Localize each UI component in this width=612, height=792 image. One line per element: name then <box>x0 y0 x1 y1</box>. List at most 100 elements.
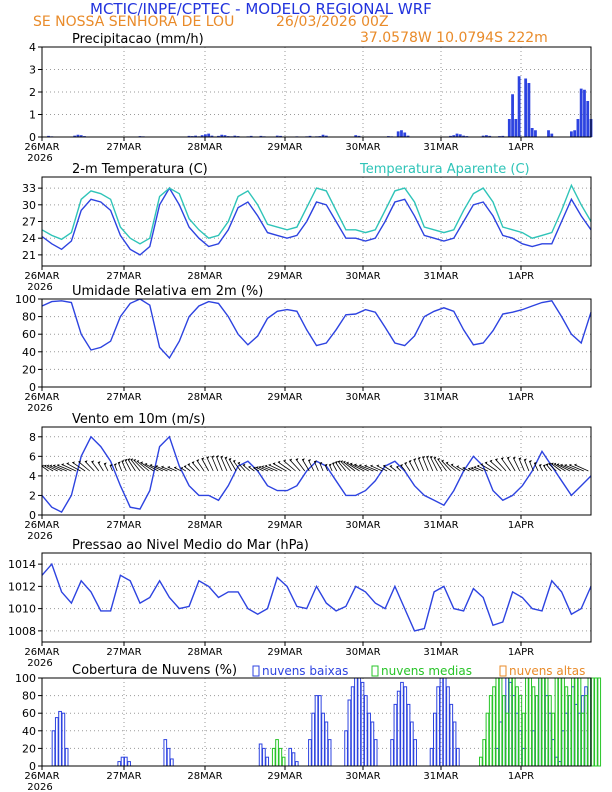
x-tick-label: 28MAR <box>187 771 222 782</box>
cloud-bar <box>409 721 414 767</box>
x-tick-label: 30MAR <box>345 771 380 782</box>
wind-arrow <box>109 464 113 472</box>
wind-arrow <box>408 460 415 472</box>
precip-bar <box>449 135 452 137</box>
cloud-bar <box>544 677 549 767</box>
precip-bar <box>455 133 459 137</box>
wind-arrow <box>84 460 95 472</box>
wind-arrow-head <box>422 455 426 459</box>
y-tick-label: 1012 <box>8 580 36 593</box>
wind-arrow-head <box>228 457 232 461</box>
wind-arrow <box>220 456 228 472</box>
x-tick-label: 31MAR <box>423 392 458 403</box>
wind-arrow <box>289 459 301 472</box>
wind-arrow-head <box>114 463 117 466</box>
wind-arrow <box>61 463 77 472</box>
cloud-legend-swatch <box>371 665 379 677</box>
precip-bar <box>530 128 534 137</box>
cloud-bar <box>314 695 319 767</box>
wind-arrow-head <box>248 465 251 469</box>
panel-frame <box>41 552 592 643</box>
wind-arrow-head <box>149 464 153 467</box>
cloud-bar <box>531 686 536 767</box>
panel-title: Cobertura de Nuvens (%) <box>72 663 237 678</box>
cloud-bar <box>163 739 168 767</box>
x-tick-label: 28MAR <box>187 392 222 403</box>
precip-bar <box>573 130 577 137</box>
cloud-bar <box>258 743 263 767</box>
wind-arrow-head <box>396 465 399 469</box>
wind-arrow-head <box>277 460 281 464</box>
precip-bar <box>550 133 554 137</box>
cloud-bar <box>170 758 174 767</box>
precip-bar <box>321 134 325 137</box>
wind-arrow-head <box>433 456 437 459</box>
cloud-bar <box>373 739 378 767</box>
precip-bar <box>485 135 488 137</box>
wind-arrow <box>136 460 150 472</box>
wind-arrow <box>500 457 511 472</box>
wind-arrow-head <box>441 459 444 463</box>
wind-arrow <box>272 463 287 472</box>
wind-arrow-head <box>140 461 143 464</box>
wind-arrow-head <box>109 464 113 467</box>
wind-arrow <box>429 456 438 472</box>
y-tick-label: 100 <box>15 293 36 306</box>
wind-arrow-head <box>46 464 50 468</box>
wind-arrow-head <box>335 460 338 464</box>
precip-bar <box>569 131 573 137</box>
cloud-bar <box>557 677 562 767</box>
x-tick-label: 31MAR <box>423 142 458 153</box>
cloud-bar <box>327 739 332 767</box>
wind-arrow <box>149 464 164 472</box>
wind-arrow-head <box>253 466 256 470</box>
precip-bar <box>458 134 462 137</box>
precip-bar <box>249 135 253 137</box>
cloud-legend-label: nuvens baixas <box>262 664 348 678</box>
wind-arrow <box>124 459 132 472</box>
wind-arrow-head <box>480 463 484 466</box>
wind-arrow-head <box>574 463 577 467</box>
x-tick-label: 1APR <box>508 392 534 403</box>
precip-bar <box>576 119 580 137</box>
wind-arrow <box>206 456 214 472</box>
wind-arrow <box>130 458 141 472</box>
wind-arrow <box>328 464 333 472</box>
cloud-bar <box>485 712 490 767</box>
wind-arrow <box>261 466 273 472</box>
wind-arrow-head <box>325 463 328 467</box>
x-tick-label: 28MAR <box>187 142 222 153</box>
wind-arrow <box>52 465 67 472</box>
wind-arrow-head <box>161 465 164 469</box>
year-label: 2026 <box>27 531 52 542</box>
wind-arrow <box>91 461 100 472</box>
precip-bar <box>207 133 211 137</box>
cloud-bar <box>294 761 299 767</box>
x-tick-label: 31MAR <box>423 520 458 531</box>
x-tick-label: 28MAR <box>187 647 222 658</box>
precip-bar <box>524 78 528 137</box>
cloud-bar <box>446 686 450 767</box>
wind-arrow-head <box>220 455 224 459</box>
cloud-bar <box>370 721 375 767</box>
wind-arrow <box>346 462 360 472</box>
precip-bar <box>586 101 590 137</box>
wind-arrow-head <box>201 457 205 460</box>
cloud-bar <box>508 677 513 767</box>
year-label: 2026 <box>27 782 52 792</box>
wind-arrow <box>237 462 246 472</box>
cloud-bar <box>406 703 411 767</box>
y-tick-label: 20 <box>22 742 36 755</box>
y-tick-label: 4 <box>29 470 36 483</box>
precip-bar <box>203 134 207 137</box>
wind-arrow-head <box>513 456 516 460</box>
wind-arrow-head <box>501 457 504 460</box>
wind-arrow-head <box>49 464 53 468</box>
wind-arrow <box>518 458 525 472</box>
wind-arrow <box>560 464 575 472</box>
precip-bar <box>452 135 456 137</box>
series-line <box>41 562 592 632</box>
cloud-bar <box>281 756 286 767</box>
wind-arrow <box>121 460 127 472</box>
cloud-bar <box>449 703 454 767</box>
